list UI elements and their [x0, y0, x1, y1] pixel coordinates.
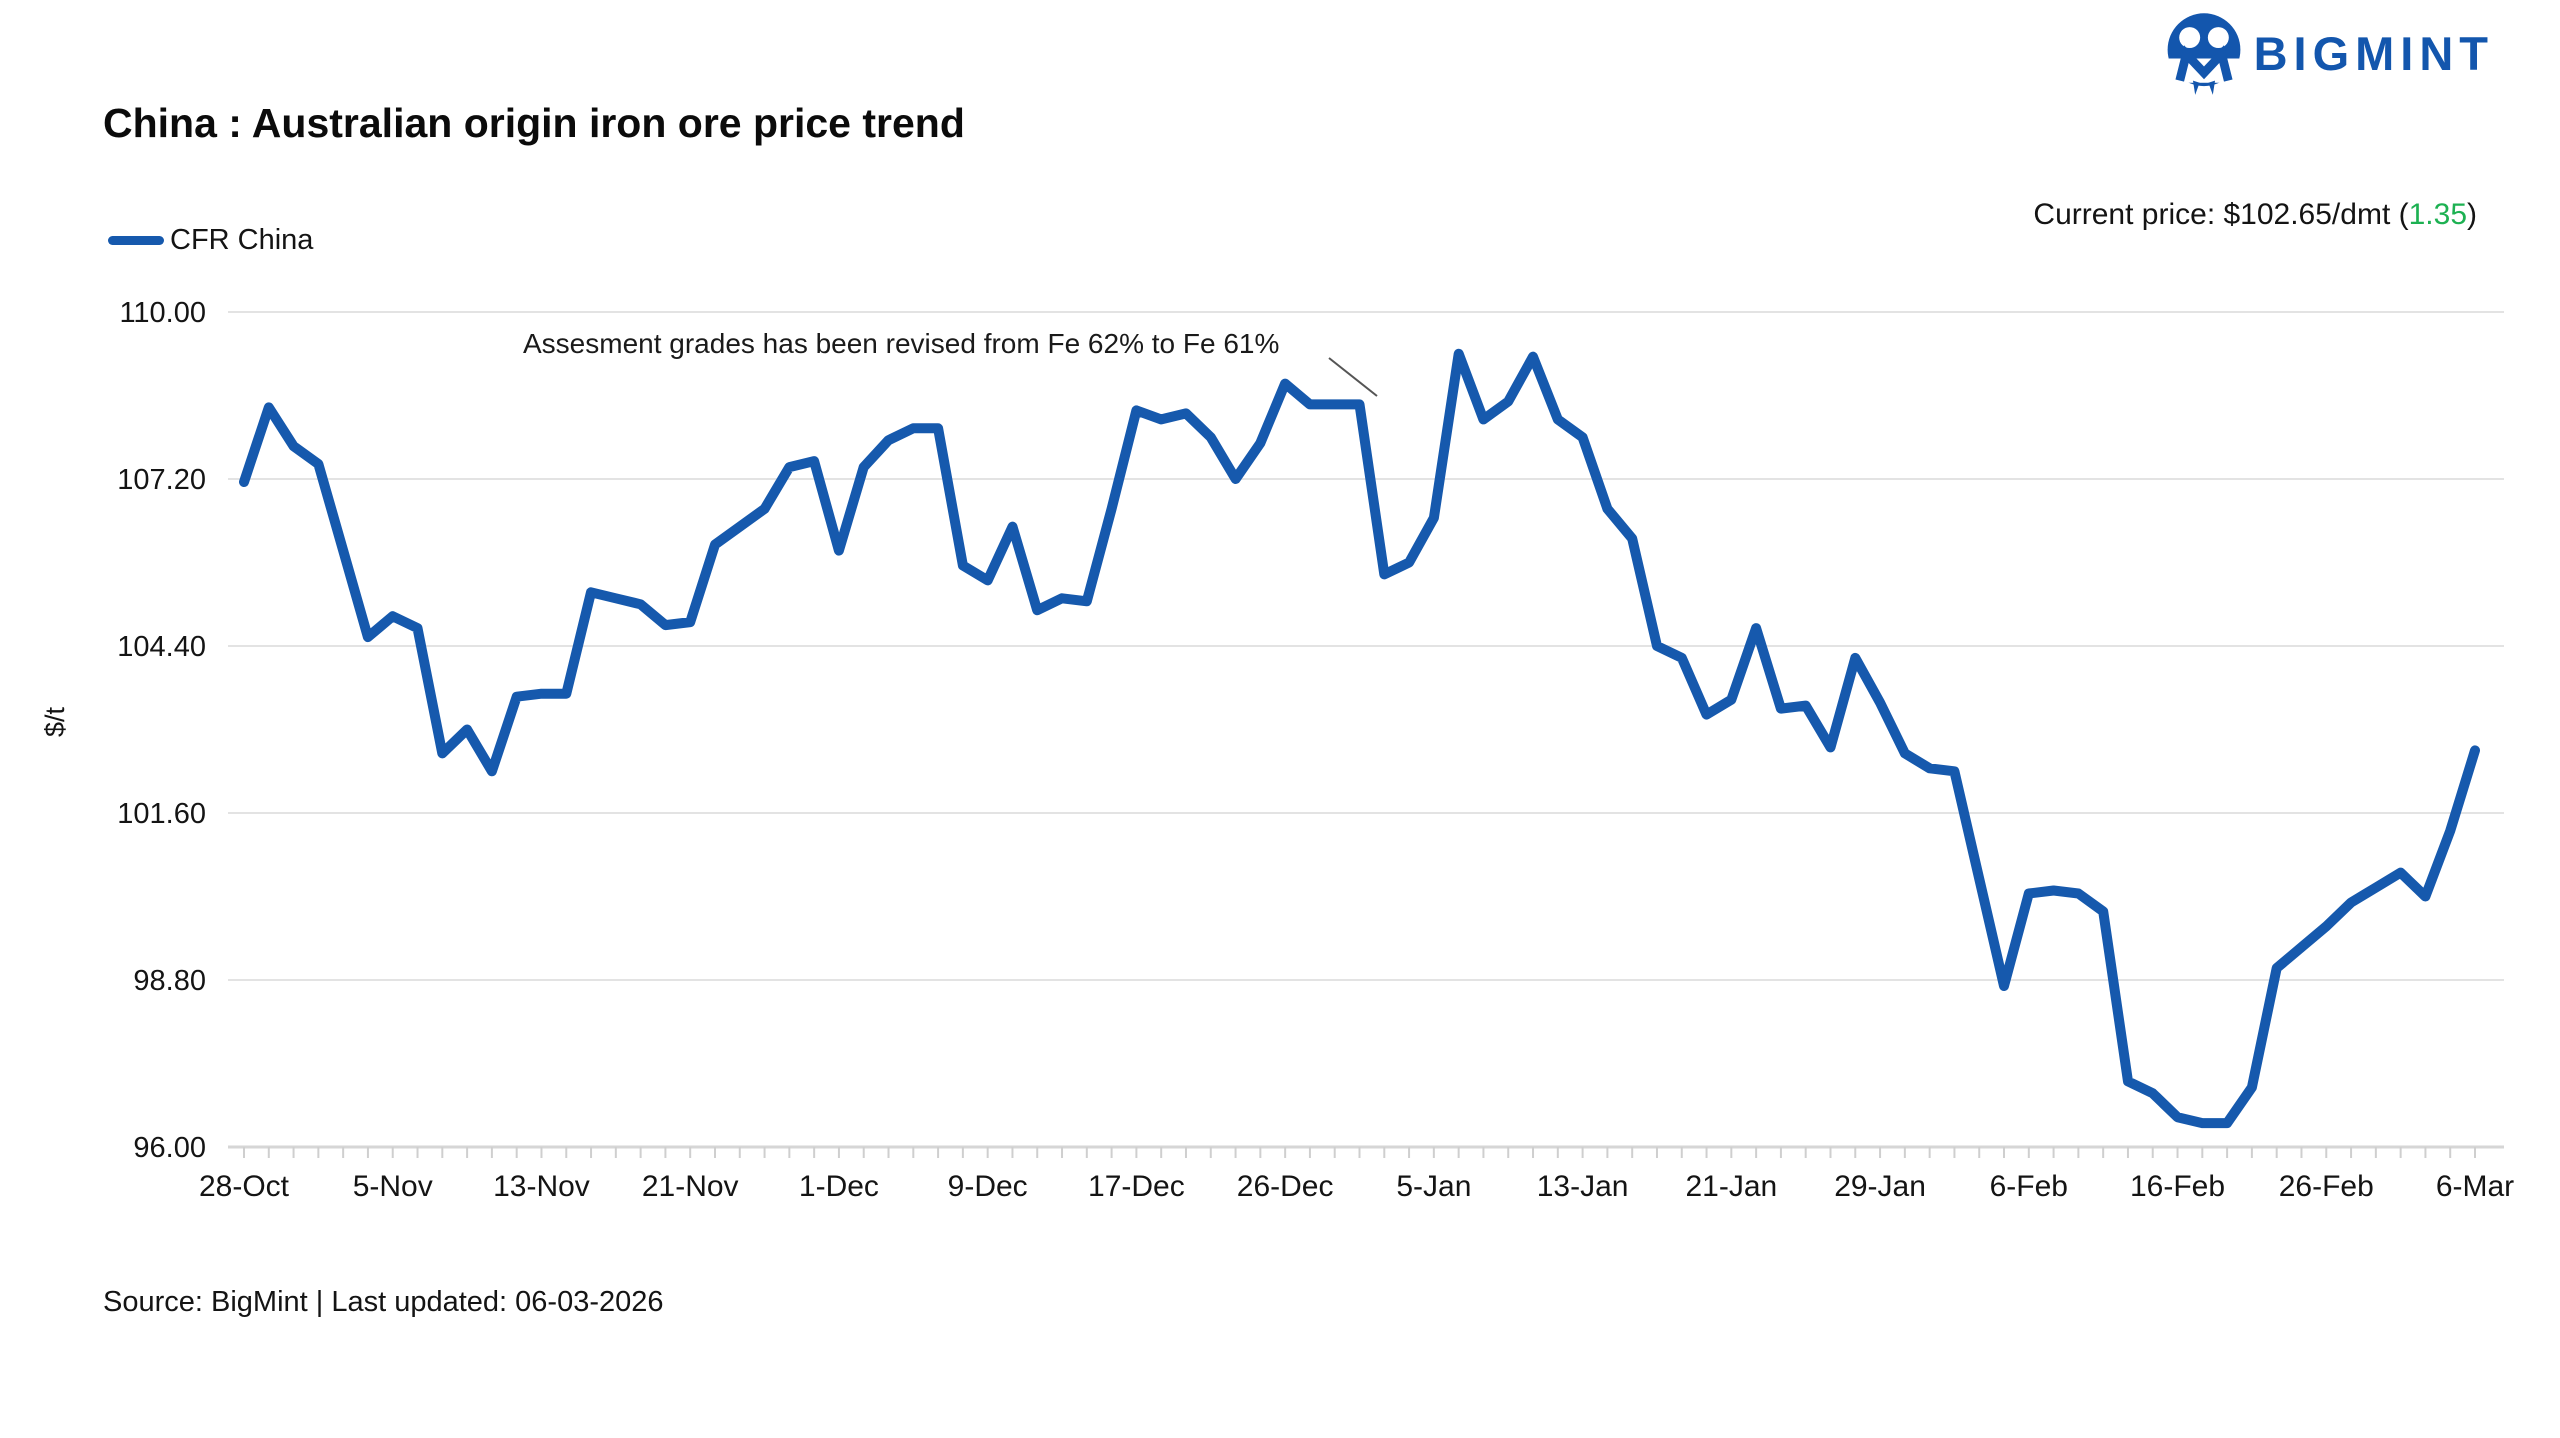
y-tick-label: 101.60 — [117, 798, 206, 830]
annotation-leader-line — [1328, 357, 1378, 397]
x-tick-label: 13-Jan — [1537, 1170, 1629, 1203]
x-tick-label: 13-Nov — [493, 1170, 590, 1203]
y-tick-label: 110.00 — [119, 297, 206, 329]
price-line-cfr-china — [239, 348, 2480, 1129]
current-price-change: 1.35 — [2408, 198, 2467, 231]
page-title: China : Australian origin iron ore price… — [103, 100, 965, 146]
y-tick-label: 96.00 — [133, 1132, 206, 1164]
x-tick-label: 9-Dec — [948, 1170, 1028, 1203]
bigmint-logo-icon — [2167, 13, 2240, 95]
x-tick-label: 6-Feb — [1990, 1170, 2068, 1203]
brand-name: BIGMINT — [2253, 26, 2494, 80]
x-tick-label: 16-Feb — [2130, 1170, 2225, 1203]
y-tick-label: 104.40 — [117, 631, 206, 663]
x-tick-label: 21-Jan — [1685, 1170, 1777, 1203]
x-tick-label: 26-Feb — [2279, 1170, 2374, 1203]
legend-label: CFR China — [170, 224, 314, 256]
x-tick-label: 1-Dec — [799, 1170, 879, 1203]
legend-line-swatch — [108, 236, 164, 245]
x-tick-label: 17-Dec — [1088, 1170, 1185, 1203]
annotation-text: Assesment grades has been revised from F… — [523, 328, 1279, 359]
x-tick-label: 5-Nov — [353, 1170, 433, 1203]
legend: CFR China — [108, 224, 313, 257]
x-tick-label: 21-Nov — [642, 1170, 739, 1203]
y-tick-label: 98.80 — [133, 965, 206, 997]
current-price-text: Current price: $102.65/dmt ( — [2033, 198, 2409, 231]
current-price: Current price: $102.65/dmt (1.35) — [2033, 198, 2477, 232]
y-axis-title: $/t — [40, 706, 70, 737]
x-tick-label: 28-Oct — [199, 1170, 290, 1203]
source-note: Source: BigMint | Last updated: 06-03-20… — [103, 1286, 664, 1318]
x-tick-label: 6-Mar — [2436, 1170, 2514, 1203]
current-price-close-paren: ) — [2467, 198, 2477, 231]
x-tick-label: 26-Dec — [1237, 1170, 1334, 1203]
x-tick-label: 5-Jan — [1396, 1170, 1471, 1203]
y-tick-label: 107.20 — [117, 464, 206, 496]
brand-header: BIGMINT — [2166, 10, 2494, 96]
x-tick-label: 29-Jan — [1834, 1170, 1926, 1203]
